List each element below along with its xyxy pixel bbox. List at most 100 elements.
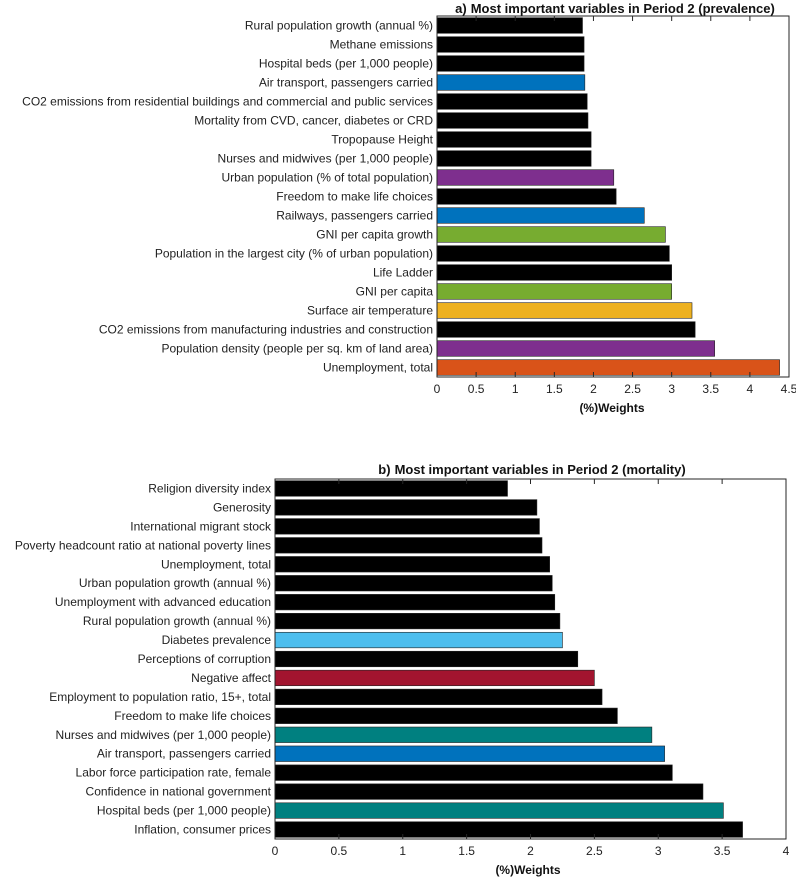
plot-frame-prevalence <box>436 15 790 378</box>
x-tick-label: 2.5 <box>624 382 641 396</box>
bar-generosity <box>274 499 538 516</box>
category-label: Rural population growth (annual %) <box>245 19 433 33</box>
panel-prevalence-chart: a) Most important variables in Period 2 (… <box>22 1 796 415</box>
bar-rural-population-growth-annual <box>274 613 561 630</box>
plot-frame-mortality <box>274 478 787 840</box>
x-tick-label: 0.5 <box>331 844 348 858</box>
bars-mortality <box>274 480 743 838</box>
category-label: Air transport, passengers carried <box>97 747 271 761</box>
bar-unemployment-with-advanced-education <box>274 594 556 611</box>
category-label: GNI per capita <box>356 285 434 299</box>
bar-air-transport-passengers-carried <box>436 74 586 91</box>
bar-unemployment-total <box>274 556 550 573</box>
category-label: GNI per capita growth <box>316 228 433 242</box>
category-label: International migrant stock <box>130 519 272 533</box>
bar-urban-population-growth-annual <box>274 575 553 592</box>
bar-co2-emissions-from-manufacturing-industries-and-construction <box>436 321 696 338</box>
bar-surface-air-temperature <box>436 302 693 319</box>
x-tick-label: 2 <box>527 844 534 858</box>
category-labels-mortality: Religion diversity index Generosity Intern… <box>15 481 272 836</box>
bar-nurses-and-midwives-per-1-000-people <box>274 726 653 743</box>
bar-air-transport-passengers-carried <box>274 745 665 762</box>
category-label: Diabetes prevalence <box>162 633 272 647</box>
bar-perceptions-of-corruption <box>274 650 579 668</box>
title-text-a: Most important variables in Period 2 (pr… <box>471 1 775 16</box>
bar-methane-emissions <box>436 36 585 53</box>
category-label: Perceptions of corruption <box>138 652 271 666</box>
x-tick-label: 3.5 <box>714 844 731 858</box>
x-tick-label: 4 <box>747 382 754 396</box>
x-tick-label: 0.5 <box>468 382 485 396</box>
x-axis-label-prevalence: (%)Weights <box>579 401 644 415</box>
bar-tropopause-height <box>436 131 592 148</box>
category-label: CO2 emissions from manufacturing industr… <box>99 323 433 337</box>
category-label: Air transport, passengers carried <box>259 76 433 90</box>
category-label: Rural population growth (annual %) <box>83 614 271 628</box>
bar-international-migrant-stock <box>274 518 540 535</box>
category-label: Railways, passengers carried <box>276 209 433 223</box>
category-label: Life Ladder <box>373 266 433 280</box>
bar-confidence-in-national-government <box>274 783 704 800</box>
bar-co2-emissions-from-residential-buildings-and-commercial-and-public-services <box>436 93 588 110</box>
x-tick-label: 1.5 <box>546 382 563 396</box>
bar-gni-per-capita <box>436 283 672 300</box>
category-label: Employment to population ratio, 15+, tot… <box>49 690 271 704</box>
category-label: Mortality from CVD, cancer, diabetes or … <box>194 114 433 128</box>
category-label: Nurses and midwives (per 1,000 people) <box>218 152 433 166</box>
x-tick-label: 3 <box>655 844 662 858</box>
x-tick-label: 0 <box>272 844 279 858</box>
bar-railways-passengers-carried <box>436 207 645 224</box>
category-label: Unemployment, total <box>323 361 433 375</box>
x-tick-label: 3 <box>668 382 675 396</box>
bar-mortality-from-cvd-cancer-diabetes-or-crd <box>436 112 589 129</box>
bar-unemployment-total <box>436 359 780 376</box>
category-label: Surface air temperature <box>307 304 433 318</box>
category-label: Urban population (% of total population) <box>222 171 433 185</box>
category-label: Population density (people per sq. km of… <box>162 342 434 356</box>
x-axis-mortality: 0 0.5 1 1.5 2 2.5 3 3.5 4 <box>272 479 790 858</box>
category-label: Labor force participation rate, female <box>76 766 272 780</box>
category-label: Inflation, consumer prices <box>134 823 271 837</box>
bar-rural-population-growth-annual <box>436 17 583 34</box>
x-axis-label-mortality: (%)Weights <box>495 863 560 877</box>
bar-religion-diversity-index <box>274 480 508 497</box>
bar-freedom-to-make-life-choices <box>436 188 617 205</box>
category-label: Urban population growth (annual %) <box>79 576 271 590</box>
category-label: Hospital beds (per 1,000 people) <box>259 57 433 71</box>
bar-poverty-headcount-ratio-at-national-poverty-lines <box>274 537 543 554</box>
x-tick-label: 4 <box>783 844 790 858</box>
category-label: Population in the largest city (% of urb… <box>155 247 433 261</box>
category-label: Generosity <box>213 500 271 514</box>
x-axis-prevalence: 0 0.5 1 1.5 2 2.5 3 3.5 4 4.5 <box>434 16 796 396</box>
bar-hospital-beds-per-1-000-people <box>274 802 724 819</box>
bar-diabetes-prevalence <box>274 631 563 649</box>
title-text-b: Most important variables in Period 2 (mo… <box>395 462 686 477</box>
panel-label-a: a) <box>455 1 467 16</box>
bar-labor-force-participation-rate-female <box>274 764 673 781</box>
x-tick-label: 4.5 <box>781 382 796 396</box>
panel-label-b: b) <box>378 462 390 477</box>
bar-hospital-beds-per-1-000-people <box>436 55 585 72</box>
category-label: Poverty headcount ratio at national pove… <box>15 538 271 552</box>
x-tick-label: 2 <box>590 382 597 396</box>
category-label: CO2 emissions from residential buildings… <box>22 95 433 109</box>
x-tick-label: 1 <box>399 844 406 858</box>
bar-life-ladder <box>436 264 672 281</box>
panel-mortality-chart: b) Most important variables in Period 2 (… <box>15 462 790 877</box>
category-label: Methane emissions <box>330 38 433 52</box>
chart-title-mortality: b) Most important variables in Period 2 (… <box>378 462 685 477</box>
bar-urban-population-of-total-population <box>436 169 615 186</box>
bar-population-in-the-largest-city-of-urban-population <box>436 245 670 262</box>
category-label: Hospital beds (per 1,000 people) <box>97 804 271 818</box>
x-tick-label: 1 <box>512 382 519 396</box>
x-tick-label: 2.5 <box>586 844 603 858</box>
bar-gni-per-capita-growth <box>436 226 666 243</box>
category-labels-prevalence: Rural population growth (annual %) Methan… <box>22 19 434 375</box>
bar-negative-affect <box>274 669 595 687</box>
bar-employment-to-population-ratio-15-total <box>274 688 603 705</box>
bar-freedom-to-make-life-choices <box>274 707 618 724</box>
x-tick-label: 1.5 <box>458 844 475 858</box>
category-label: Tropopause Height <box>331 133 433 147</box>
category-label: Nurses and midwives (per 1,000 people) <box>56 728 271 742</box>
